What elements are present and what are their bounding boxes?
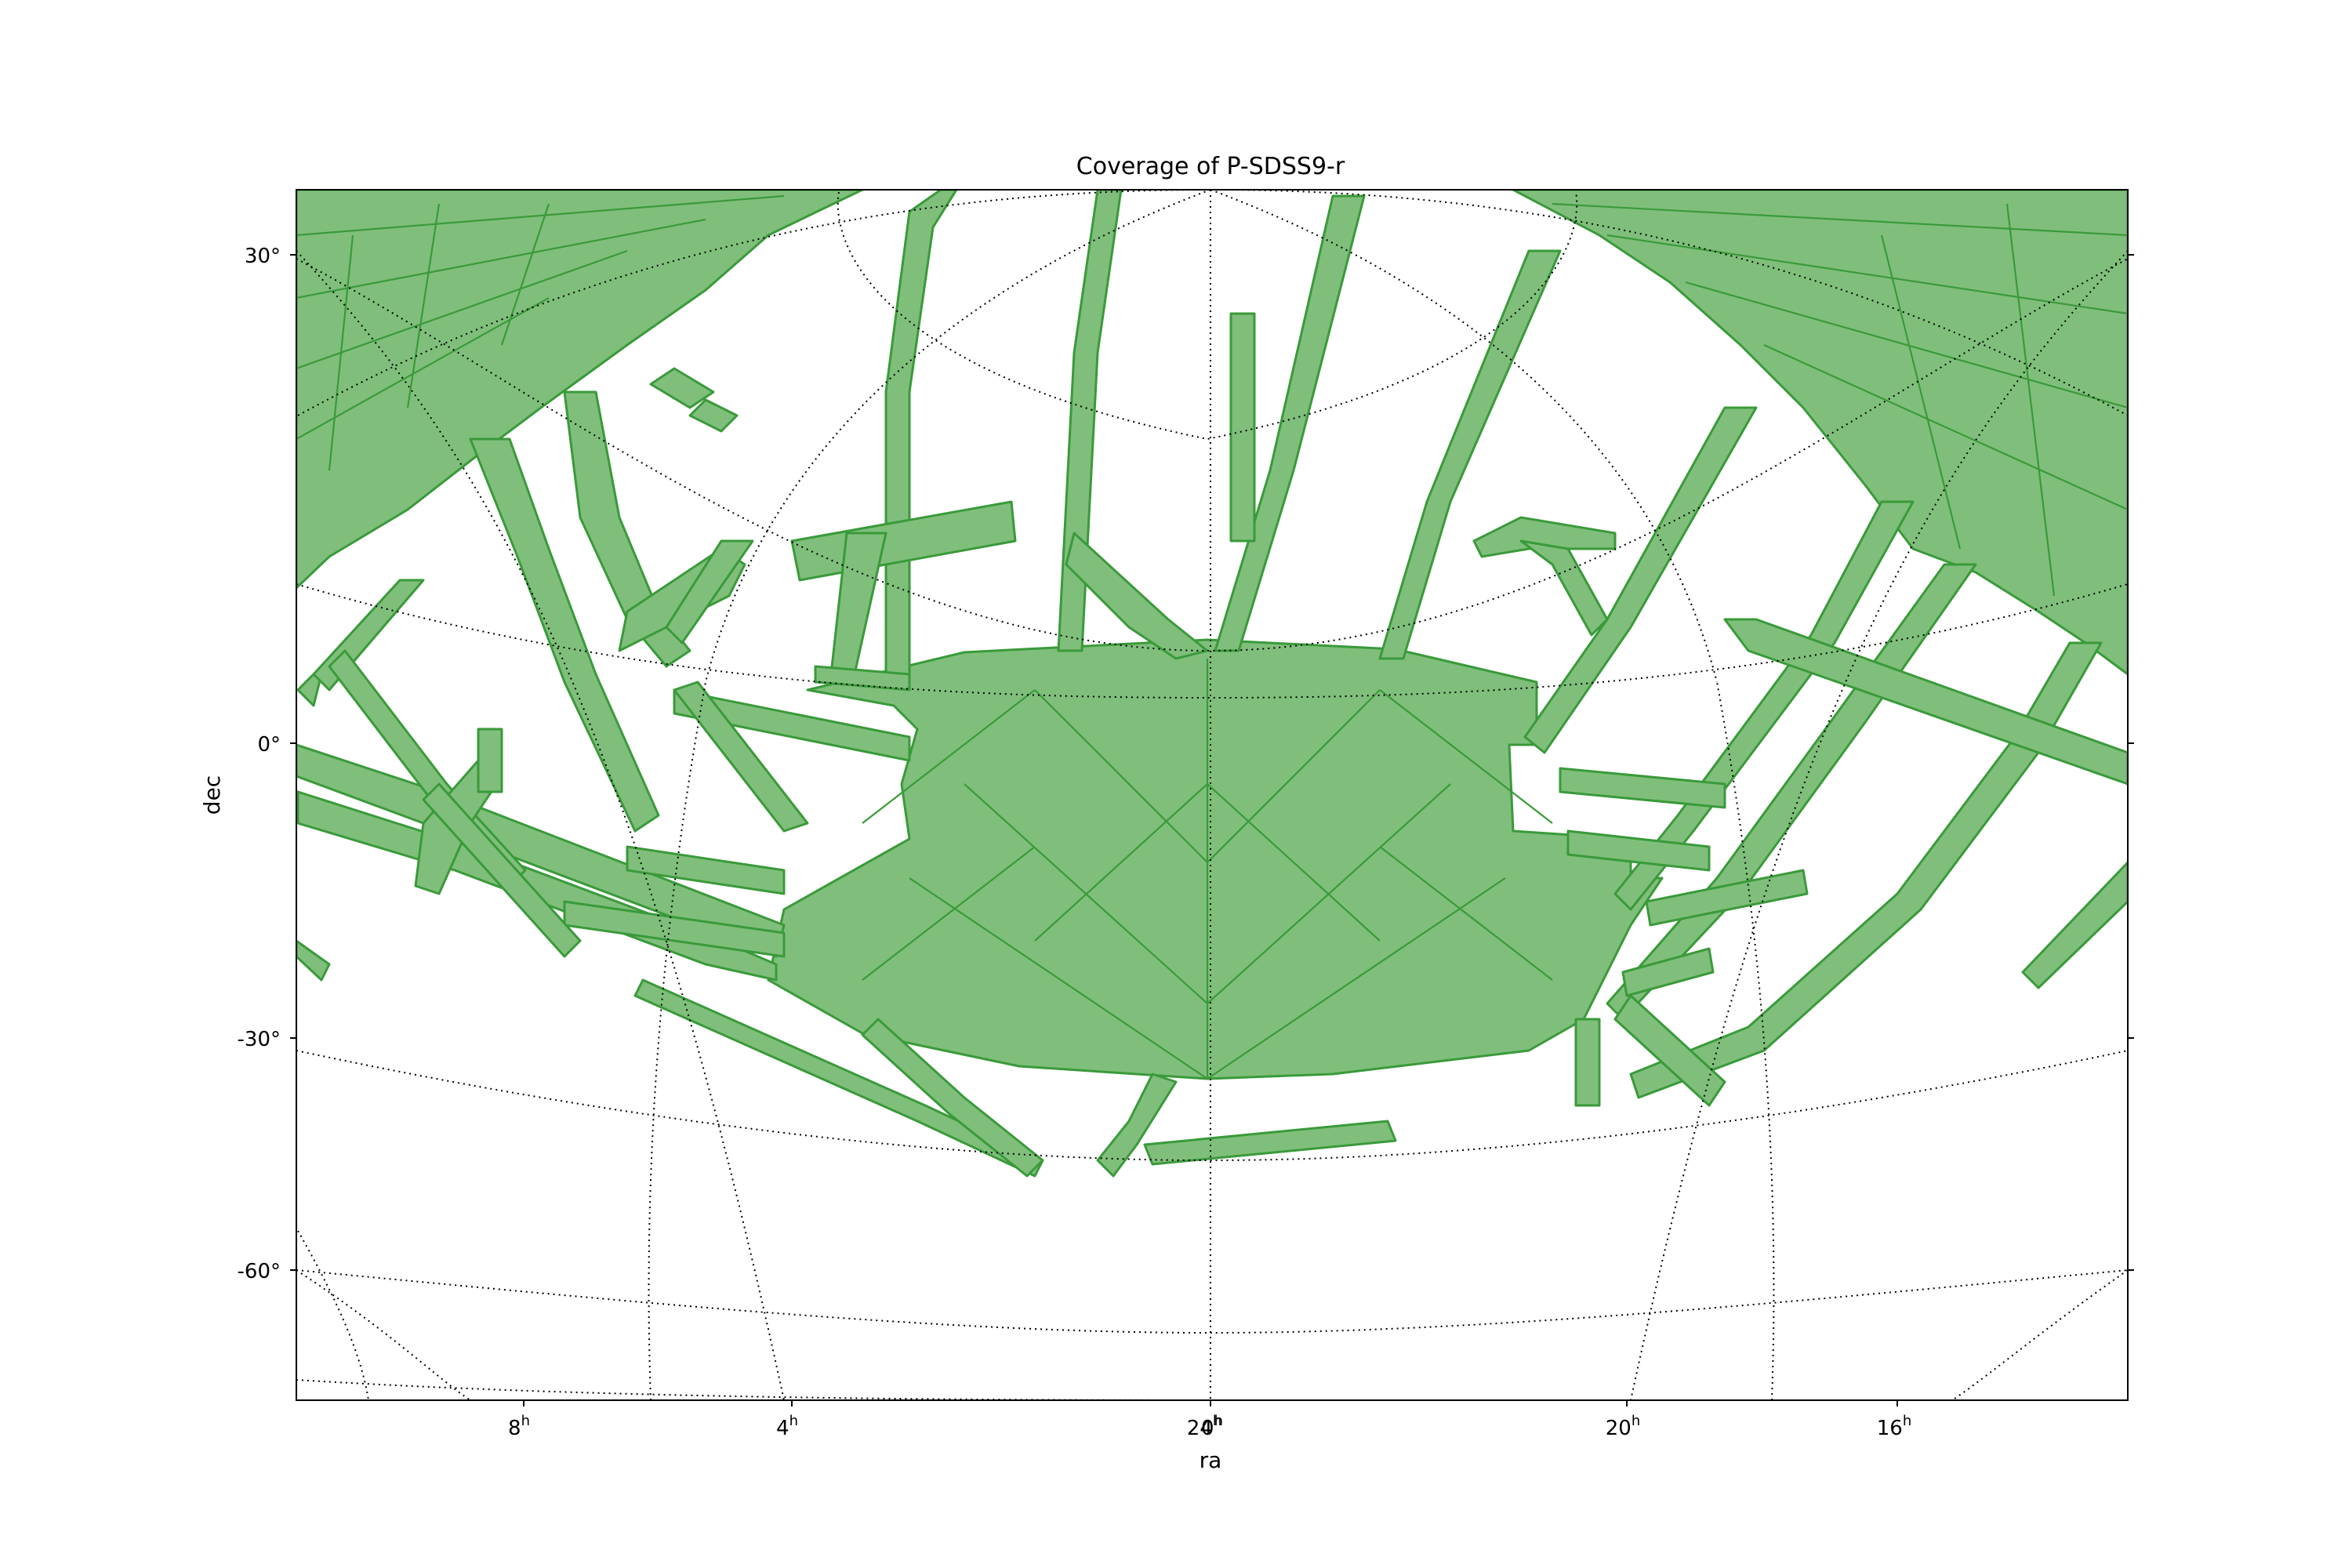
- stripe: [296, 939, 331, 982]
- stripe: [1613, 500, 1915, 911]
- stripe: [1723, 618, 2128, 786]
- y-tick-label: 30°: [245, 245, 281, 268]
- stripe: [1559, 767, 1726, 809]
- coverage-central-cells: [862, 659, 1553, 1080]
- x-axis-label: ra: [1200, 1447, 1222, 1473]
- stripe: [1629, 641, 2103, 1099]
- coverage-stripes: [296, 190, 2128, 1178]
- x-tick-label: 0h: [1201, 1413, 1223, 1440]
- stripe: [1229, 312, 1256, 543]
- stripe: [312, 579, 425, 691]
- chart-title: Coverage of P-SDSS9-r: [1076, 153, 1345, 180]
- coverage-upper-right-region: [1512, 190, 2128, 676]
- stripe: [563, 900, 786, 958]
- stripe: [1519, 539, 1609, 637]
- stripe: [1621, 947, 1715, 997]
- plot-area: [296, 190, 2128, 1178]
- x-tick-label: 4h: [776, 1413, 798, 1440]
- stripe: [633, 978, 1044, 1178]
- stripe: [673, 681, 809, 833]
- x-tick-label: 16h: [1877, 1413, 1912, 1440]
- y-tick-label: 0°: [257, 733, 281, 757]
- stripe: [626, 845, 786, 895]
- y-tick-label: -60°: [238, 1260, 281, 1283]
- stripe: [1378, 249, 1562, 660]
- x-tick-label: 8h: [508, 1413, 530, 1440]
- stripe: [649, 367, 715, 409]
- stripe: [1096, 1073, 1178, 1178]
- stripe: [477, 728, 503, 793]
- y-tick-label: -30°: [238, 1028, 281, 1051]
- y-axis-label: dec: [199, 775, 225, 815]
- stripe: [688, 398, 739, 433]
- graticule: [296, 190, 2128, 1400]
- axes-frame: [296, 189, 2129, 1401]
- stripe: [814, 665, 911, 691]
- stripe: [1523, 406, 1758, 754]
- stripe: [1613, 994, 1726, 1107]
- stripe: [1566, 829, 1711, 872]
- coverage-central-region: [767, 638, 1664, 1080]
- stripe: [296, 790, 778, 982]
- stripe: [469, 437, 660, 833]
- x-tick-label: 24h: [1187, 1413, 1222, 1440]
- x-tick-label: 20h: [1606, 1413, 1641, 1440]
- stripe: [1645, 869, 1809, 927]
- stripe: [422, 782, 582, 958]
- coverage-upper-left-region: [296, 190, 864, 590]
- stripe: [861, 1018, 1044, 1178]
- stripe: [1143, 1120, 1397, 1166]
- stripe: [1065, 532, 1209, 660]
- stripe: [884, 190, 958, 676]
- stripe: [2021, 861, 2128, 989]
- stripe: [665, 539, 754, 644]
- stripe: [563, 390, 691, 668]
- stripe: [1574, 1018, 1601, 1107]
- stripe: [673, 688, 911, 762]
- x-axis: 8h 4h 0h 24h 20h 16h ra: [508, 1400, 1911, 1473]
- y-axis: 30° 0° -30° -60° dec: [199, 245, 2134, 1283]
